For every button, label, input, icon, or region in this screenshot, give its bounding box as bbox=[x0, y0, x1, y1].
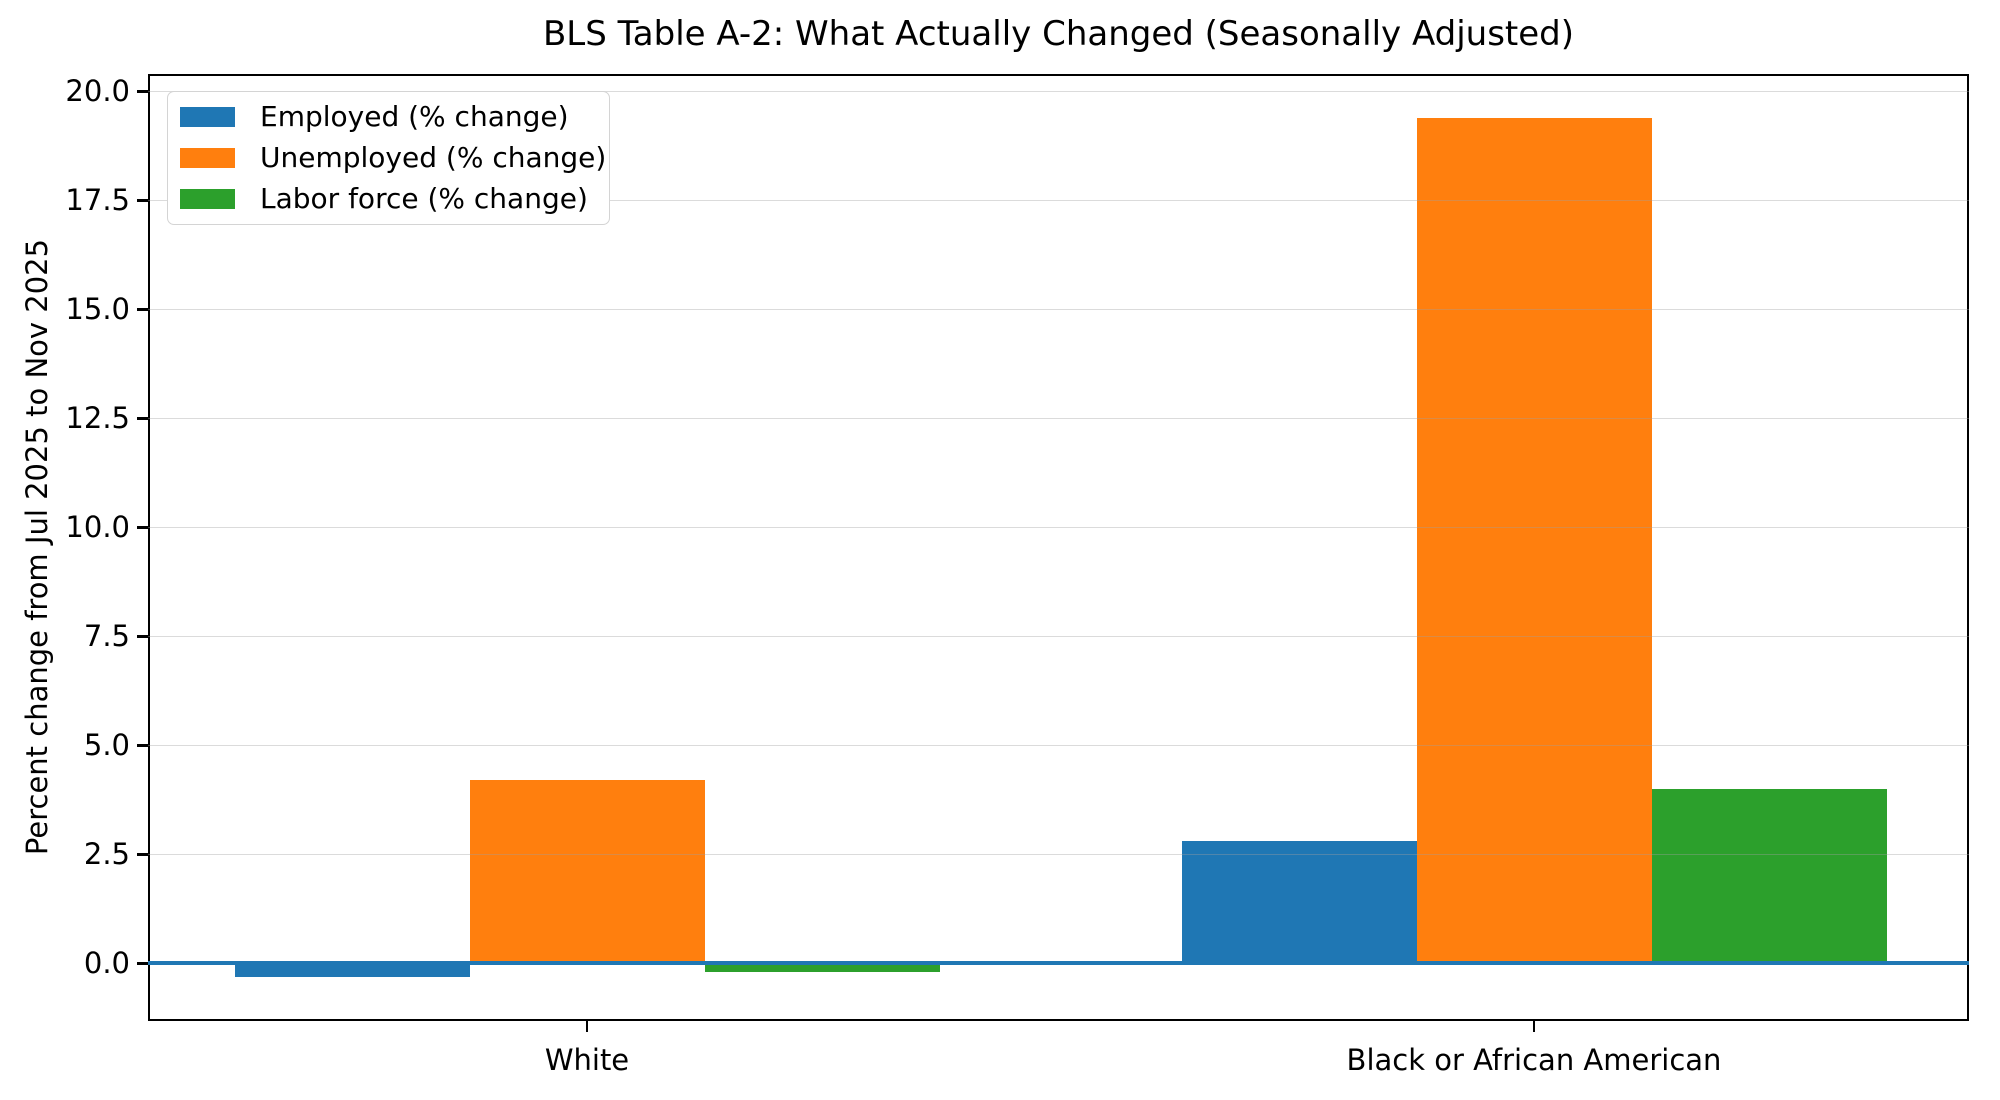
y-tick-label-5.0: 5.0 bbox=[83, 728, 130, 763]
gridline-y-20.0 bbox=[148, 90, 1969, 93]
y-tick-mark-0.0 bbox=[137, 962, 148, 965]
y-tick-mark-5.0 bbox=[137, 744, 148, 747]
y-tick-label-17.5: 17.5 bbox=[65, 183, 130, 218]
y-tick-label-7.5: 7.5 bbox=[83, 619, 130, 654]
y-tick-mark-20.0 bbox=[137, 90, 148, 93]
chart-title: BLS Table A-2: What Actually Changed (Se… bbox=[542, 14, 1575, 54]
bar-white-employed-change bbox=[234, 963, 470, 977]
legend-item-unemployed-change: Unemployed (% change) bbox=[180, 137, 606, 178]
y-tick-label-2.5: 2.5 bbox=[83, 837, 130, 872]
plot-area: Employed (% change) Unemployed (% change)… bbox=[148, 74, 1969, 1021]
x-tick-label-white: White bbox=[544, 1043, 630, 1077]
bar-black-or-african-american-labor-force-change bbox=[1651, 789, 1887, 964]
gridline-y-10.0 bbox=[148, 526, 1969, 529]
x-tick-mark-black-or-african-american bbox=[1532, 1021, 1536, 1032]
y-tick-mark-17.5 bbox=[137, 199, 148, 202]
zero-reference-line bbox=[148, 961, 1969, 966]
y-tick-mark-15.0 bbox=[137, 308, 148, 311]
legend-item-employed-change: Employed (% change) bbox=[180, 96, 591, 137]
y-tick-label-0.0: 0.0 bbox=[83, 946, 130, 981]
y-tick-label-12.5: 12.5 bbox=[65, 401, 130, 436]
y-tick-mark-10.0 bbox=[137, 526, 148, 529]
legend-label-labor-force-change: Labor force (% change) bbox=[260, 182, 588, 215]
y-tick-mark-2.5 bbox=[137, 853, 148, 856]
legend-swatch-labor-force-change bbox=[180, 188, 235, 209]
y-tick-label-15.0: 15.0 bbox=[65, 292, 130, 327]
gridline-y-12.5 bbox=[148, 417, 1969, 420]
x-tick-mark-white bbox=[585, 1021, 589, 1032]
y-tick-label-20.0: 20.0 bbox=[65, 74, 130, 109]
bar-white-unemployed-change bbox=[469, 780, 705, 964]
gridline-y-5.0 bbox=[148, 744, 1969, 747]
gridline-y-15.0 bbox=[148, 308, 1969, 311]
bar-black-or-african-american-employed-change bbox=[1181, 841, 1417, 964]
legend-label-employed-change: Employed (% change) bbox=[260, 100, 569, 133]
legend-swatch-employed-change bbox=[180, 106, 235, 127]
gridline-y-2.5 bbox=[148, 853, 1969, 856]
x-tick-label-black-or-african-american: Black or African American bbox=[1346, 1043, 1722, 1077]
gridline-y-7.5 bbox=[148, 635, 1969, 638]
legend-swatch-unemployed-change bbox=[180, 147, 235, 168]
y-tick-mark-7.5 bbox=[137, 635, 148, 638]
gridline-y-17.5 bbox=[148, 199, 1969, 202]
legend: Employed (% change) Unemployed (% change)… bbox=[167, 91, 610, 225]
y-tick-label-10.0: 10.0 bbox=[65, 510, 130, 545]
legend-item-labor-force-change: Labor force (% change) bbox=[180, 178, 591, 219]
bar-white-labor-force-change bbox=[704, 963, 940, 973]
bar-black-or-african-american-unemployed-change bbox=[1416, 117, 1652, 964]
legend-label-unemployed-change: Unemployed (% change) bbox=[260, 141, 607, 174]
y-tick-mark-12.5 bbox=[137, 417, 148, 420]
